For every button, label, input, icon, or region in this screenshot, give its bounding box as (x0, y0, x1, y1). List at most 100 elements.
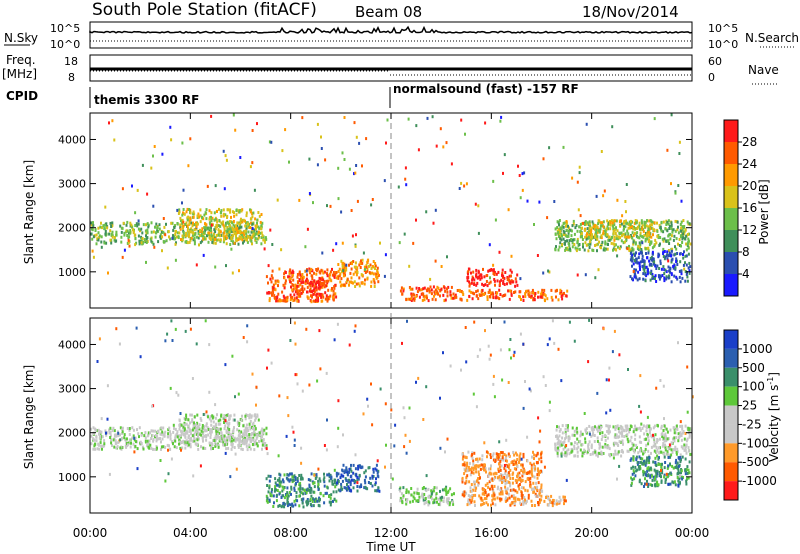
data-cell (307, 478, 310, 482)
data-cell (300, 281, 303, 285)
data-cell (641, 426, 644, 430)
data-cell (643, 259, 646, 263)
data-cell (510, 293, 513, 297)
data-cell (170, 221, 173, 225)
data-cell (367, 481, 370, 484)
data-cell (315, 288, 318, 292)
scatter-cell (562, 225, 565, 229)
data-cell (147, 445, 150, 449)
data-cell (629, 248, 632, 252)
data-cell (645, 443, 648, 447)
data-cell (125, 229, 128, 233)
data-cell (354, 467, 357, 471)
data-cell (364, 278, 366, 282)
data-cell (653, 228, 656, 232)
data-cell (564, 427, 567, 431)
data-cell (658, 470, 661, 474)
data-cell (469, 486, 472, 490)
data-cell (687, 222, 690, 226)
data-cell (374, 483, 377, 487)
scatter-cell (146, 192, 149, 196)
data-cell (498, 297, 501, 301)
data-cell (520, 298, 522, 301)
data-cell (110, 441, 113, 445)
data-cell (296, 299, 299, 303)
data-cell (207, 226, 210, 230)
data-cell (483, 463, 486, 467)
data-cell (321, 293, 324, 297)
data-cell (208, 231, 210, 235)
colorbar-segment (724, 186, 738, 208)
data-cell (596, 235, 599, 239)
data-cell (270, 291, 273, 295)
data-cell (612, 230, 615, 233)
data-cell (557, 221, 560, 225)
data-cell (513, 502, 516, 506)
data-cell (558, 223, 560, 227)
data-cell (335, 271, 338, 275)
data-cell (688, 261, 691, 265)
scatter-cell (104, 205, 107, 209)
data-cell (639, 268, 641, 271)
data-cell (635, 455, 638, 459)
data-cell (301, 273, 304, 276)
data-cell (514, 277, 517, 281)
data-cell (188, 231, 191, 235)
data-cell (591, 426, 594, 429)
data-cell (576, 237, 579, 241)
data-cell (685, 248, 688, 252)
data-cell (168, 235, 170, 239)
data-cell (432, 285, 435, 289)
data-cell (236, 221, 239, 225)
data-cell (579, 235, 582, 239)
data-cell (433, 498, 436, 502)
data-cell (522, 500, 525, 504)
scatter-cell (417, 148, 420, 152)
data-cell (589, 236, 592, 240)
data-cell (412, 495, 415, 499)
data-cell (563, 499, 566, 503)
data-cell (289, 503, 292, 507)
data-cell (281, 485, 284, 489)
data-cell (679, 252, 682, 256)
data-cell (584, 428, 587, 432)
data-cell (475, 294, 478, 298)
data-cell (192, 439, 195, 443)
data-cell (201, 424, 204, 427)
data-cell (95, 434, 98, 438)
data-cell (607, 426, 610, 430)
data-cell (205, 424, 208, 428)
data-cell (533, 462, 535, 466)
data-cell (510, 274, 512, 278)
data-cell (401, 500, 404, 504)
data-cell (317, 479, 320, 483)
data-cell (197, 229, 200, 233)
data-cell (330, 500, 332, 504)
data-cell (199, 220, 202, 224)
data-cell (661, 274, 664, 277)
data-cell (183, 427, 186, 431)
data-cell (489, 291, 492, 294)
data-cell (90, 427, 92, 431)
data-cell (219, 234, 222, 238)
data-cell (342, 271, 345, 275)
data-cell (674, 245, 676, 249)
data-cell (306, 273, 308, 277)
data-cell (441, 488, 444, 492)
data-cell (115, 446, 118, 450)
data-cell (629, 439, 632, 443)
data-cell (454, 295, 456, 299)
data-cell (533, 457, 535, 460)
data-cell (292, 478, 295, 482)
data-cell (664, 255, 667, 259)
scatter-cell (674, 191, 677, 195)
data-cell (188, 219, 191, 223)
data-cell (142, 240, 145, 244)
data-cell (614, 232, 617, 235)
data-cell (244, 430, 247, 434)
data-cell (543, 292, 546, 296)
data-cell (220, 434, 223, 438)
data-cell (217, 228, 220, 232)
data-cell (225, 447, 228, 451)
data-cell (651, 226, 654, 230)
